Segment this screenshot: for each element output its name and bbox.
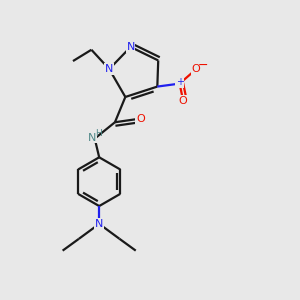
Text: N: N xyxy=(126,42,135,52)
Text: N: N xyxy=(88,133,97,143)
Text: −: − xyxy=(197,59,208,72)
Text: O: O xyxy=(192,64,200,74)
Text: N: N xyxy=(105,64,113,74)
Text: O: O xyxy=(179,96,188,106)
Text: O: O xyxy=(136,114,145,124)
Text: H: H xyxy=(95,129,102,138)
Text: +: + xyxy=(176,77,184,87)
Text: N: N xyxy=(95,219,103,229)
